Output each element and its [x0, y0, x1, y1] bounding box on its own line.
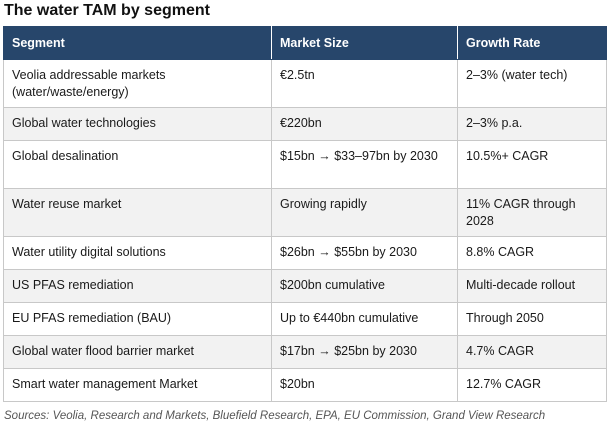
growth-rate-cell: 11% CAGR through 2028 [457, 188, 607, 237]
market-size-cell: $20bn [271, 368, 458, 402]
market-size-cell: €2.5tn [271, 59, 458, 108]
segment-cell: Veolia addressable markets (water/waste/… [3, 59, 272, 108]
segment-cell: Water reuse market [3, 188, 272, 237]
header-growth-rate: Growth Rate [457, 26, 607, 60]
market-size-cell: Growing rapidly [271, 188, 458, 237]
growth-rate-cell: 12.7% CAGR [457, 368, 607, 402]
segment-cell: US PFAS remediation [3, 269, 272, 303]
segment-cell: Water utility digital solutions [3, 236, 272, 270]
growth-rate-cell: 8.8% CAGR [457, 236, 607, 270]
market-size-cell: Up to €440bn cumulative [271, 302, 458, 336]
table-row: Global water technologies €220bn 2–3% p.… [3, 107, 607, 141]
table-row: Global desalination $15bn → $33–97bn by … [3, 140, 607, 189]
segment-cell: Global water flood barrier market [3, 335, 272, 369]
segment-cell: EU PFAS remediation (BAU) [3, 302, 272, 336]
tam-table: Segment Market Size Growth Rate Veolia a… [3, 26, 607, 402]
table-row: Veolia addressable markets (water/waste/… [3, 59, 607, 108]
segment-cell: Smart water management Market [3, 368, 272, 402]
table-row: Smart water management Market $20bn 12.7… [3, 368, 607, 402]
table-row: Water utility digital solutions $26bn → … [3, 236, 607, 270]
market-size-cell: $15bn → $33–97bn by 2030 [271, 140, 458, 189]
table-row: Water reuse market Growing rapidly 11% C… [3, 188, 607, 237]
growth-rate-cell: 2–3% p.a. [457, 107, 607, 141]
segment-cell: Global desalination [3, 140, 272, 189]
market-size-cell: €220bn [271, 107, 458, 141]
market-size-cell: $200bn cumulative [271, 269, 458, 303]
growth-rate-cell: 10.5%+ CAGR [457, 140, 607, 189]
page-title: The water TAM by segment [4, 2, 210, 19]
market-size-cell: $26bn → $55bn by 2030 [271, 236, 458, 270]
table-header-row: Segment Market Size Growth Rate [3, 26, 607, 60]
header-segment: Segment [3, 26, 272, 60]
growth-rate-cell: 2–3% (water tech) [457, 59, 607, 108]
table-row: EU PFAS remediation (BAU) Up to €440bn c… [3, 302, 607, 336]
growth-rate-cell: 4.7% CAGR [457, 335, 607, 369]
table-row: US PFAS remediation $200bn cumulative Mu… [3, 269, 607, 303]
market-size-cell: $17bn → $25bn by 2030 [271, 335, 458, 369]
growth-rate-cell: Multi-decade rollout [457, 269, 607, 303]
header-market-size: Market Size [271, 26, 458, 60]
segment-cell: Global water technologies [3, 107, 272, 141]
source-note: Sources: Veolia, Research and Markets, B… [4, 410, 546, 422]
growth-rate-cell: Through 2050 [457, 302, 607, 336]
table-row: Global water flood barrier market $17bn … [3, 335, 607, 369]
